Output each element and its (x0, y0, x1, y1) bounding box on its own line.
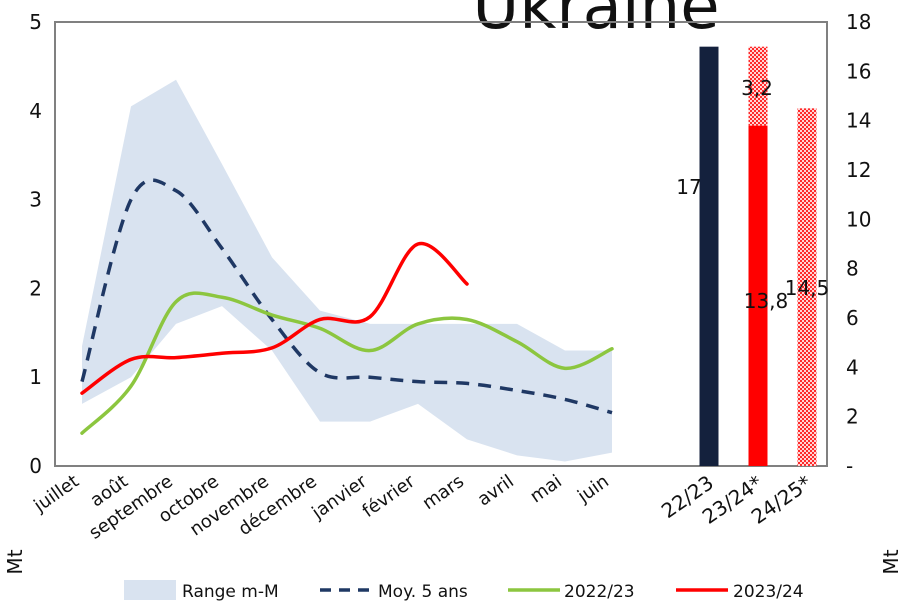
x-tick-label: janvier (308, 471, 372, 524)
left-tick-label: 5 (29, 10, 42, 34)
right-tick-label: 4 (846, 355, 859, 379)
x-tick-label: février (359, 471, 420, 522)
bar-label-23-24-base: 13,8 (744, 289, 789, 313)
bar-label-22-23: 17 (676, 175, 701, 199)
x-tick-label: mars (419, 471, 468, 514)
right-axis-unit: Mt (879, 549, 903, 574)
right-axis-ticks: - 2 4 6 8 10 12 14 16 18 (846, 10, 871, 478)
legend-swatch-range (124, 580, 176, 600)
x-tick-label: mai (526, 471, 566, 507)
series-line-2023-24 (80, 241, 469, 395)
left-tick-label: 3 (29, 188, 42, 212)
x-tick-label: avril (474, 471, 518, 511)
right-tick-label: 16 (846, 59, 871, 83)
range-band (82, 79, 612, 462)
right-tick-label: 6 (846, 306, 859, 330)
right-tick-label: 2 (846, 405, 859, 429)
left-axis-ticks: 0 1 2 3 4 5 (29, 10, 42, 478)
left-tick-label: 2 (29, 276, 42, 300)
plot-frame (54, 21, 828, 467)
left-tick-label: 1 (29, 365, 42, 389)
x-tick-label: juin (573, 471, 613, 508)
series-line-2022-23 (80, 291, 614, 435)
legend: Range m-M Moy. 5 ans 2022/23 2023/24 (124, 580, 804, 602)
right-tick-label: - (846, 454, 853, 478)
legend-label-range: Range m-M (182, 582, 279, 602)
x-axis-labels: juillet aoûtseptembreoctobrenovembredécem… (29, 470, 815, 543)
legend-label-2023-24: 2023/24 (733, 582, 804, 602)
range-band-layer (82, 79, 612, 462)
left-axis-unit: Mt (3, 549, 27, 574)
lines-layer (80, 178, 614, 435)
left-tick-label: 0 (29, 454, 42, 478)
right-tick-label: 10 (846, 207, 871, 231)
bars-layer (699, 46, 817, 467)
bar-label-24-25: 14,5 (785, 276, 830, 300)
bar-23-24--seg-1 (748, 46, 768, 126)
legend-label-avg: Moy. 5 ans (378, 582, 468, 602)
bar-24-25--seg-0 (797, 108, 817, 466)
bar-23-24--seg-0 (748, 125, 768, 466)
right-tick-label: 12 (846, 158, 871, 182)
right-tick-label: 14 (846, 109, 871, 133)
legend-label-2022-23: 2022/23 (564, 582, 635, 602)
bar-22-23-seg-0 (699, 46, 719, 467)
left-tick-label: 4 (29, 99, 42, 123)
bar-label-23-24-increment: 3,2 (741, 76, 773, 100)
right-tick-label: 18 (846, 10, 871, 34)
right-tick-label: 8 (846, 257, 859, 281)
bar-labels-layer: 17 3,2 13,814,5 (676, 76, 829, 313)
